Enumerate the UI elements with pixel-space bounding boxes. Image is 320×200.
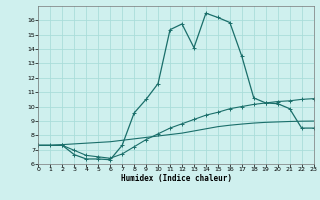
X-axis label: Humidex (Indice chaleur): Humidex (Indice chaleur) (121, 174, 231, 183)
